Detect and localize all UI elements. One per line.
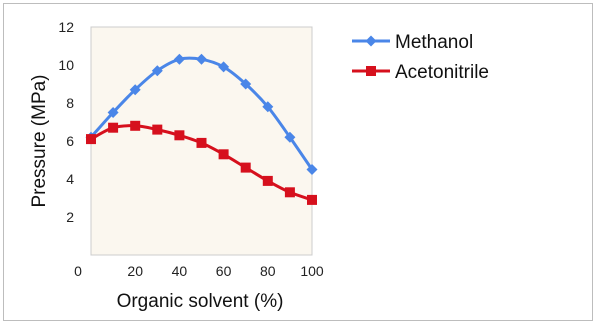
data-point	[129, 84, 141, 96]
legend: Methanol Acetonitrile	[352, 32, 489, 83]
data-point	[196, 137, 207, 148]
y-axis-ticks: 2 4 6 8 10 12	[58, 19, 74, 225]
data-point	[86, 134, 96, 145]
x-tick-label: 40	[172, 263, 188, 279]
data-point	[262, 175, 273, 186]
data-point	[240, 162, 251, 173]
data-point	[108, 122, 119, 133]
x-axis-ticks: 20 40 60 80 100	[127, 263, 323, 279]
y-tick-label: 12	[58, 19, 74, 35]
y-tick-label: 2	[66, 209, 74, 225]
data-point	[174, 130, 185, 141]
data-point	[107, 107, 119, 118]
data-point	[151, 65, 163, 77]
x-tick-label: 80	[260, 263, 276, 279]
series-layer	[85, 53, 318, 205]
legend-item: Acetonitrile	[352, 62, 489, 83]
y-tick-label: 8	[66, 95, 74, 111]
legend-item: Methanol	[352, 32, 473, 53]
data-point	[196, 53, 207, 65]
data-point	[152, 124, 163, 135]
x-tick-label: 20	[127, 263, 143, 279]
data-point	[307, 194, 317, 205]
y-tick-label: 10	[58, 57, 74, 73]
origin-tick-label: 0	[74, 263, 82, 279]
y-tick-label: 4	[66, 171, 74, 187]
x-axis-label: Organic solvent (%)	[117, 291, 284, 312]
series-acetonitrile	[86, 120, 317, 205]
data-point	[240, 78, 252, 90]
data-point	[262, 101, 274, 113]
legend-marker	[365, 35, 377, 47]
data-point	[284, 131, 296, 143]
data-point	[218, 149, 229, 160]
y-tick-label: 6	[66, 133, 74, 149]
x-tick-label: 60	[216, 263, 232, 279]
data-point	[173, 53, 185, 65]
y-axis-label: Pressure (MPa)	[29, 74, 50, 207]
legend-marker	[366, 66, 376, 76]
legend-label: Methanol	[395, 32, 473, 53]
x-tick-label: 100	[300, 263, 324, 279]
legend-label: Acetonitrile	[395, 62, 489, 83]
data-point	[284, 187, 295, 198]
data-point	[306, 164, 318, 175]
data-point	[218, 61, 230, 73]
data-point	[130, 120, 141, 131]
